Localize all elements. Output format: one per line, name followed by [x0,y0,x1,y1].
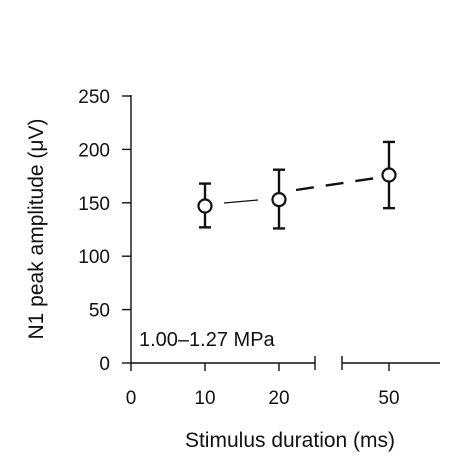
y-tick-label: 0 [99,354,110,375]
data-point [197,182,213,229]
x-axis-title: Stimulus duration (ms) [185,429,395,452]
x-tick-label: 20 [268,388,289,409]
y-tick-label: 100 [78,247,110,268]
y-tick-label: 250 [78,87,110,108]
data-point [381,140,397,210]
x-ticks: 0 10 20 50 [126,363,400,409]
trend-line-segment-1 [223,199,259,204]
y-axis-title: N1 peak amplitude (μV) [25,118,48,339]
x-tick-label: 50 [378,388,399,409]
y-tick-label: 200 [78,140,110,161]
y-tick-label: 150 [78,194,110,215]
y-axis: 0 50 100 150 200 250 [78,87,132,375]
x-tick-label: 0 [126,388,137,409]
data-point-marker [381,167,397,183]
y-tick-label: 50 [89,301,110,322]
data-point-marker [271,191,287,208]
x-tick-label: 10 [194,388,215,409]
trend-line-segment-2 [295,176,377,192]
data-point [271,168,287,230]
pressure-annotation: 1.00–1.27 MPa [139,329,276,351]
y-ticks: 0 50 100 150 200 250 [78,87,131,375]
x-axis: 0 10 20 50 [126,356,440,409]
data-points [197,140,397,230]
data-point-marker [197,198,213,214]
